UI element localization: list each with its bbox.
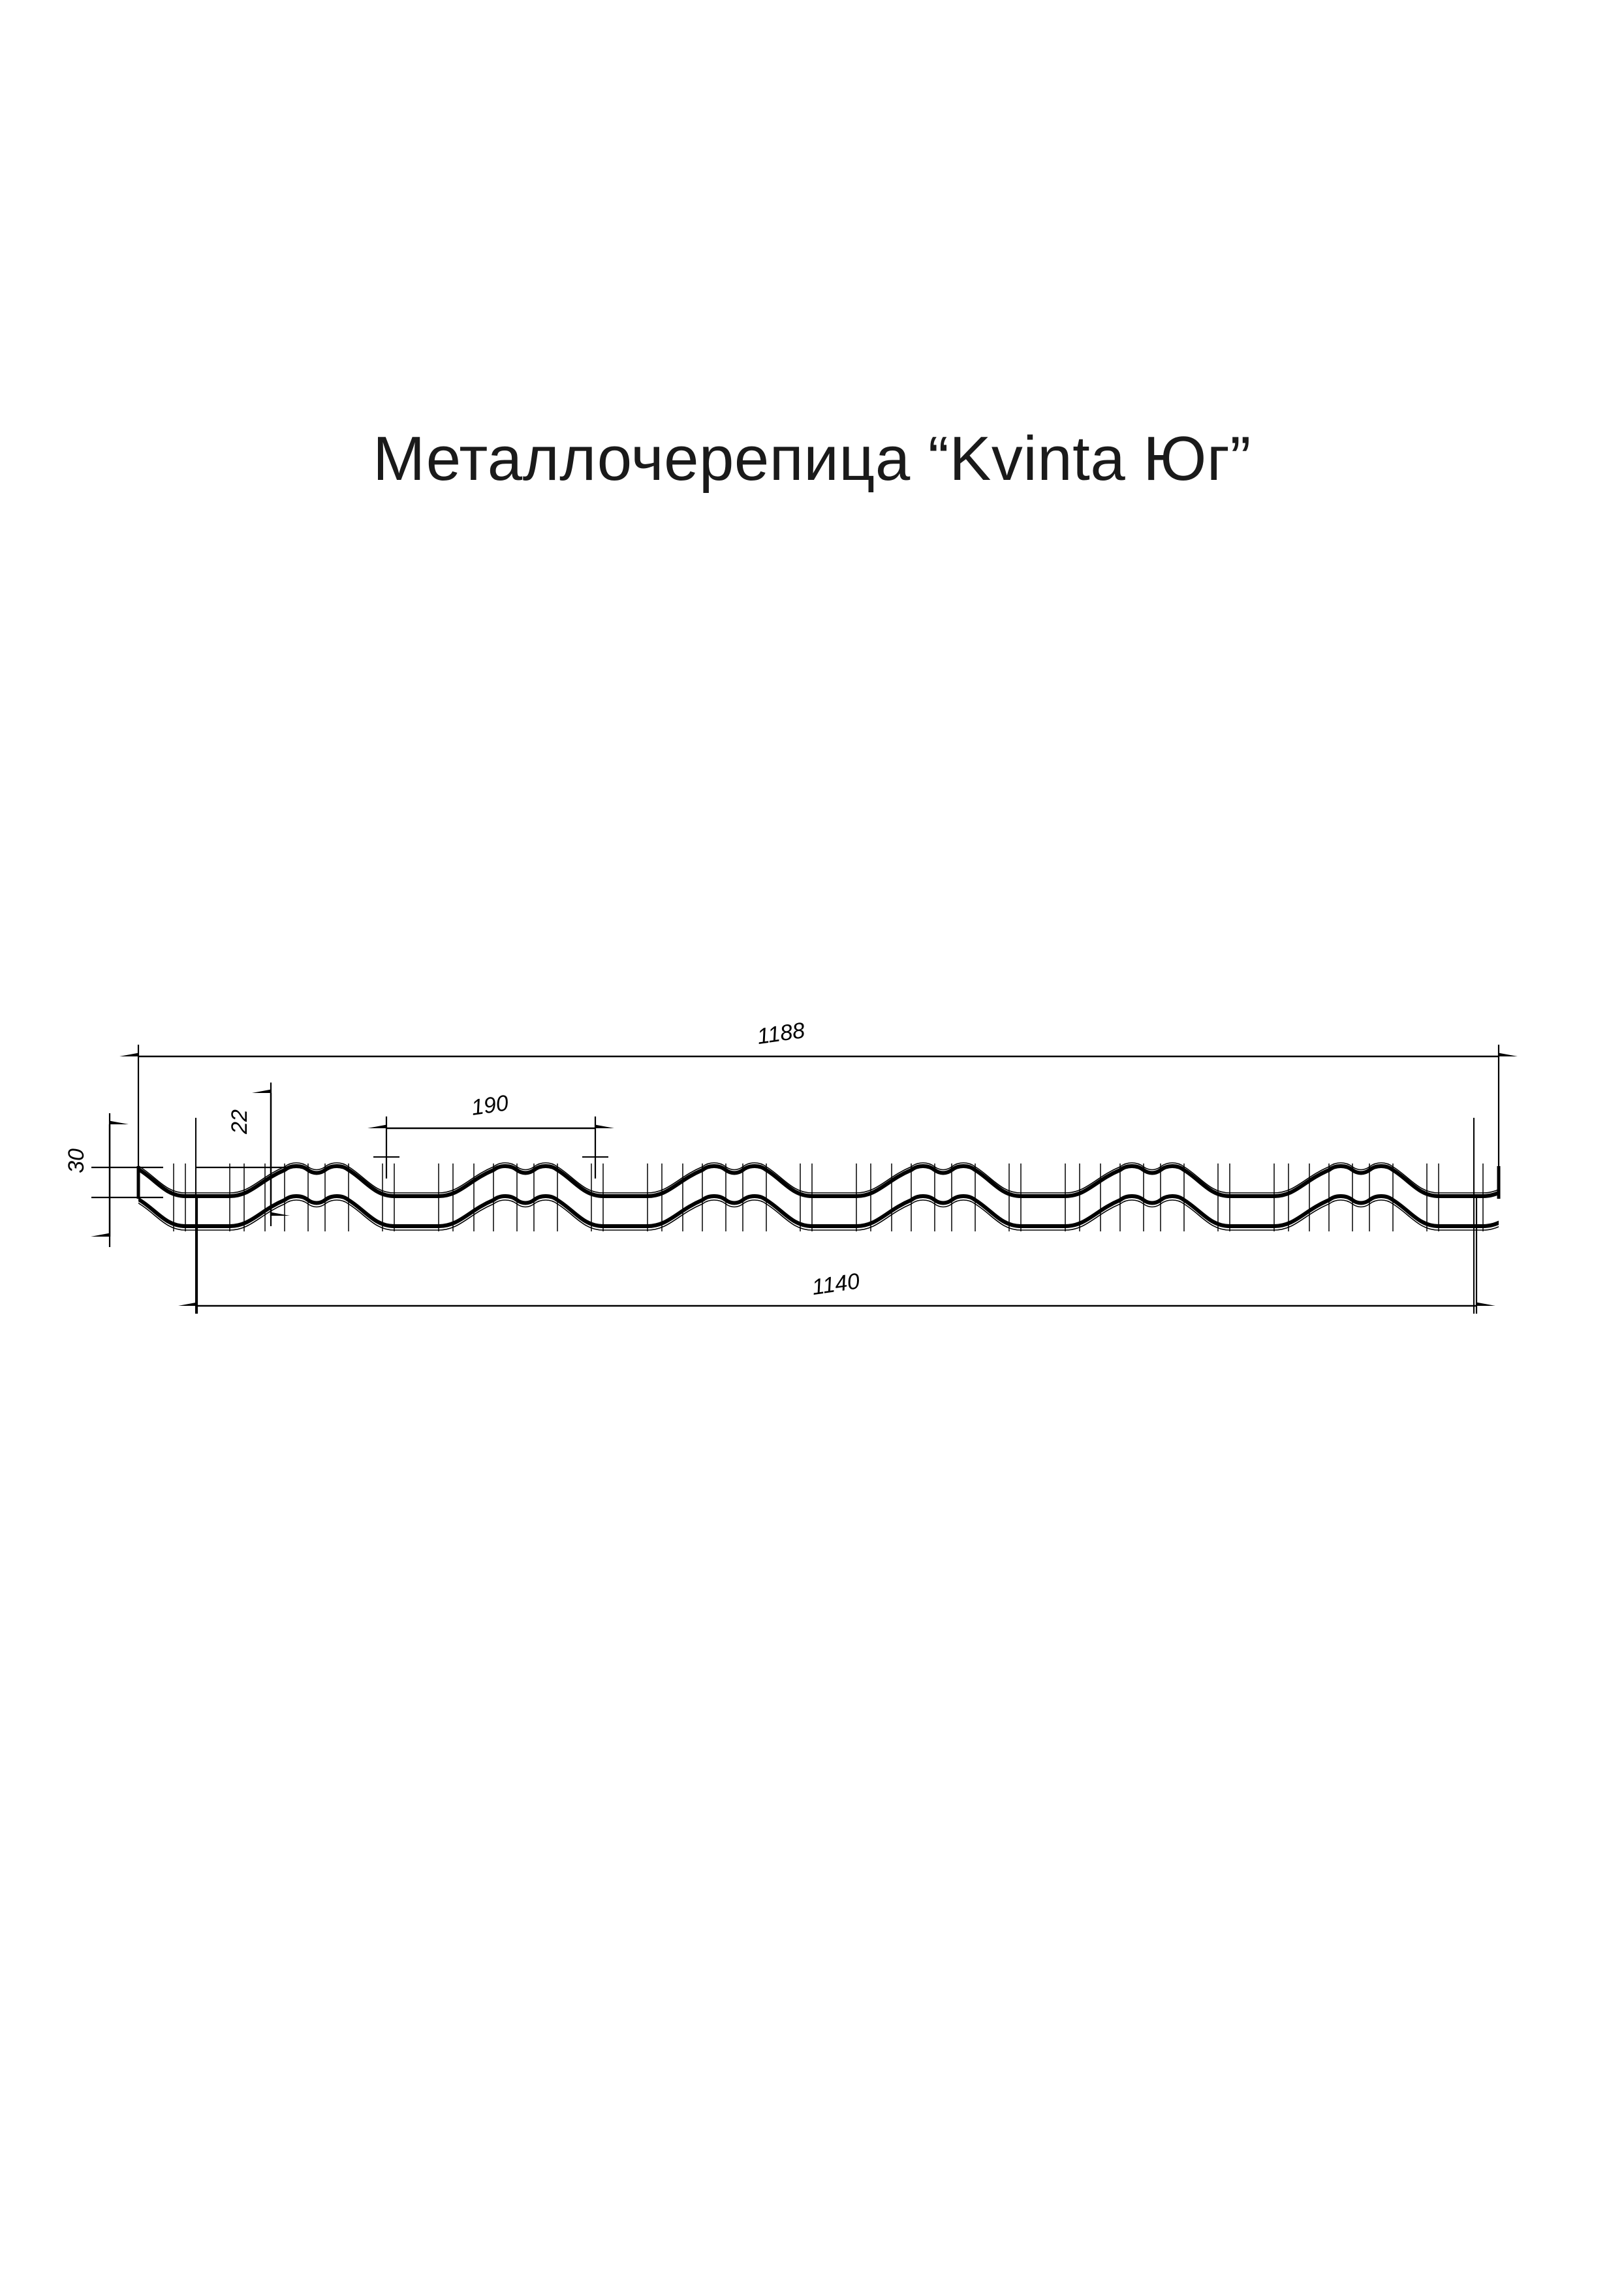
corrugation-outlines xyxy=(138,1162,1499,1231)
dimension-22-label: 22 xyxy=(227,1109,252,1135)
dimension-1188-label: 1188 xyxy=(756,1018,807,1049)
dimension-22: 22 xyxy=(196,1083,299,1226)
dimension-30-label: 30 xyxy=(64,1148,89,1173)
dimension-190: 190 xyxy=(367,1090,614,1179)
profile-upper-thickness xyxy=(138,1162,1499,1194)
centre-marks xyxy=(181,1118,1488,1314)
technical-drawing: 1188 30 22 xyxy=(0,979,1624,1371)
profile-lower-outline xyxy=(138,1194,1499,1228)
profile-lower-thickness xyxy=(138,1199,1499,1231)
dimension-layer: 1188 30 22 xyxy=(64,1018,1518,1314)
dimension-1140: 1140 xyxy=(178,1195,1495,1314)
profile-upper-outline xyxy=(138,1164,1499,1198)
dimension-1140-label: 1140 xyxy=(811,1269,862,1300)
page-title: Металлочерепица “Kvinta Юг” xyxy=(373,424,1251,494)
dimension-190-label: 190 xyxy=(470,1090,510,1120)
dimension-30: 30 xyxy=(64,1113,163,1247)
dimension-1188: 1188 xyxy=(119,1018,1518,1182)
